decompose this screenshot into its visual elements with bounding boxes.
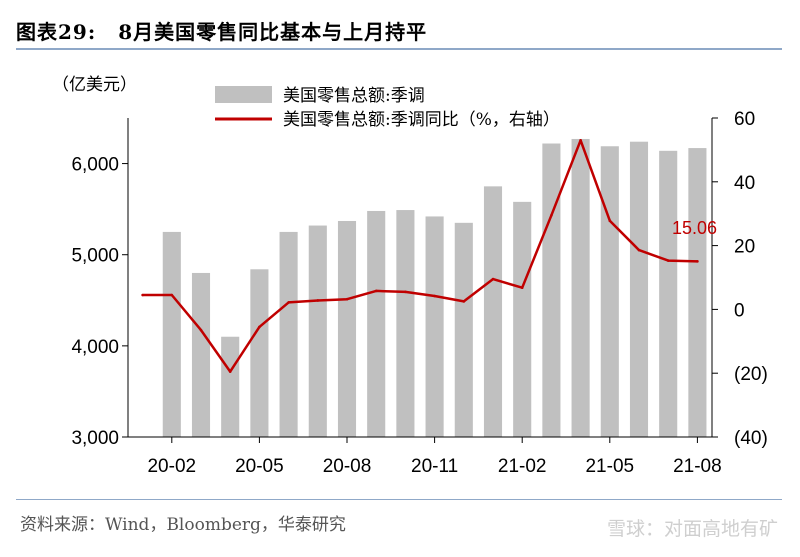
bar-20-12 xyxy=(454,222,473,437)
bar-20-05 xyxy=(250,269,269,437)
bar-20-09 xyxy=(367,210,386,437)
yoy-point-20-04 xyxy=(228,370,232,373)
legend: 美国零售总额:季调 美国零售总额:季调同比（%，右轴） xyxy=(215,86,560,130)
yoy-point-21-03 xyxy=(550,213,553,217)
yoy-point-20-05 xyxy=(258,325,261,329)
x-tick-label-20-02: 20-02 xyxy=(147,456,196,477)
yoy-point-21-06 xyxy=(637,248,641,252)
right-tick-label: 60 xyxy=(734,109,755,130)
bar-20-02 xyxy=(162,231,181,437)
legend-bar-swatch xyxy=(215,86,272,103)
watermark: 雪球：对面高地有矿 xyxy=(606,518,778,540)
title-divider xyxy=(16,48,782,50)
right-tick-label: (40) xyxy=(734,428,768,449)
bar-21-08 xyxy=(688,148,707,437)
y-unit-label: （亿美元） xyxy=(52,75,137,95)
last-value-annotation: 15.06 xyxy=(672,218,717,238)
yoy-point-21-01 xyxy=(491,277,495,281)
yoy-point-20-11 xyxy=(433,294,436,298)
yoy-point-20-02 xyxy=(170,293,174,297)
right-tick-label: 40 xyxy=(734,173,755,194)
bar-20-07 xyxy=(308,225,327,437)
bar-21-04 xyxy=(571,138,590,437)
yoy-point-20-09 xyxy=(374,289,378,293)
x-tick-label-21-05: 21-05 xyxy=(585,456,634,477)
right-tick-label: 0 xyxy=(734,300,745,321)
footer-divider xyxy=(16,499,782,500)
x-tick-label-20-11: 20-11 xyxy=(411,456,458,477)
yoy-point-20-01 xyxy=(141,293,144,297)
legend-bar-label: 美国零售总额:季调 xyxy=(283,86,425,106)
bar-21-07 xyxy=(659,150,678,437)
bar-20-08 xyxy=(337,220,357,437)
right-tick-label: (20) xyxy=(734,364,768,385)
bar-21-02 xyxy=(513,201,532,437)
x-tick-label-20-05: 20-05 xyxy=(235,456,284,477)
yoy-point-21-04 xyxy=(579,139,582,142)
bar-21-05 xyxy=(600,146,619,438)
yoy-point-21-08 xyxy=(696,260,699,263)
bar-20-11 xyxy=(425,216,444,437)
combo-chart: （亿美元） 3,000 4,000 5,000 6,000 (40) (20) 0 20 40 6… xyxy=(52,75,768,477)
left-tick-label: 6,000 xyxy=(71,155,119,176)
left-tick-label: 5,000 xyxy=(71,246,119,267)
yoy-point-21-05 xyxy=(608,219,612,223)
source-note: 资料来源：Wind，Bloomberg，华泰研究 xyxy=(20,515,346,535)
x-tick-label-21-02: 21-02 xyxy=(498,456,547,477)
yoy-point-20-08 xyxy=(345,297,349,301)
bar-20-10 xyxy=(396,210,415,437)
left-tick-label: 3,000 xyxy=(71,428,119,449)
yoy-point-20-12 xyxy=(462,300,466,303)
legend-line-label: 美国零售总额:季调同比（%，右轴） xyxy=(283,110,560,130)
yoy-point-21-07 xyxy=(666,259,670,262)
x-tick-label-21-08: 21-08 xyxy=(673,456,722,477)
yoy-growth-line xyxy=(142,139,698,373)
yoy-point-20-10 xyxy=(404,290,407,294)
bar-20-04 xyxy=(221,336,240,437)
yoy-point-21-02 xyxy=(520,286,524,290)
yoy-point-20-06 xyxy=(287,301,290,304)
bar-20-03 xyxy=(191,272,211,437)
right-tick-label: 20 xyxy=(734,237,755,258)
yoy-point-20-07 xyxy=(316,299,320,302)
figure-title-text: 8月美国零售同比基本与上月持平 xyxy=(118,20,428,44)
x-tick-label-20-08: 20-08 xyxy=(323,456,372,477)
bar-21-03 xyxy=(542,143,561,437)
left-tick-label: 4,000 xyxy=(71,337,119,358)
figure-title: 图表29: 8月美国零售同比基本与上月持平 xyxy=(16,16,427,45)
bar-20-06 xyxy=(279,231,298,437)
bar-21-06 xyxy=(629,141,649,437)
figure-label: 图表29: xyxy=(16,20,97,44)
bar-21-01 xyxy=(483,186,503,437)
yoy-point-20-03 xyxy=(199,328,203,332)
